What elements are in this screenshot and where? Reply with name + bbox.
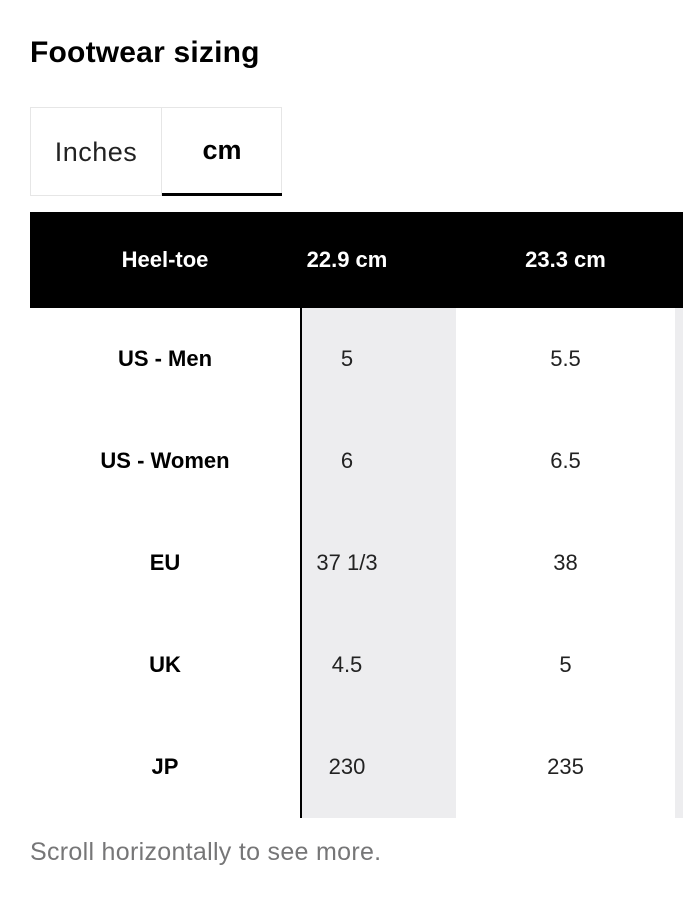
tab[interactable]: Inches (31, 108, 162, 196)
size-value: 4.5 (331, 652, 363, 677)
size-value: 6 (340, 448, 354, 473)
tab-active[interactable]: cm (162, 108, 282, 196)
column-divider (300, 308, 302, 818)
size-value: 6.5 (550, 448, 581, 473)
row-label: US - Men (117, 346, 213, 371)
highlight-column (302, 308, 456, 818)
row-label: US - Women (100, 448, 230, 473)
scroll-hint: Scroll horizontally to see more. (30, 838, 382, 866)
size-value: 5.5 (550, 346, 581, 371)
size-value: 230 (328, 754, 366, 779)
size-value: 5 (340, 346, 354, 371)
page-title: Footwear sizing (30, 36, 260, 69)
size-value: 235 (547, 754, 584, 779)
row-label: UK (149, 652, 181, 677)
table-header: Heel-toe 22.9 cm 23.3 cm (30, 212, 683, 308)
header-cell: Heel-toe (121, 247, 209, 272)
size-value: 5 (559, 652, 572, 677)
unit-tabs: Inches cm (30, 107, 282, 196)
header-cell: 22.9 cm (306, 247, 388, 272)
size-value: 38 (553, 550, 578, 575)
size-value: 37 1/3 (316, 550, 378, 575)
next-column-edge (675, 308, 683, 818)
row-label: EU (149, 550, 181, 575)
header-cell: 23.3 cm (525, 247, 606, 272)
row-label: JP (151, 754, 179, 779)
table-body: US - Men 5 5.5 US - Women 6 6.5 EU 37 1/3 38 UK 4.… (0, 308, 683, 818)
